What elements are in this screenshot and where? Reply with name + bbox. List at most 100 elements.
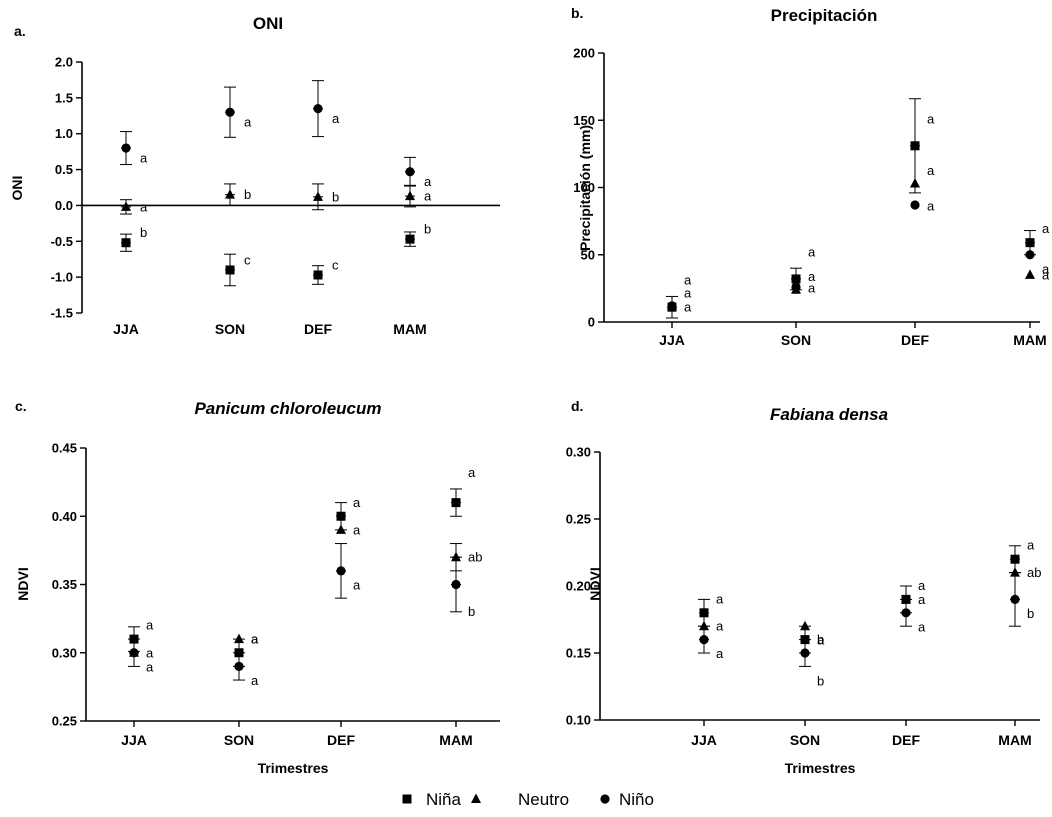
legend-marker-circle	[600, 794, 610, 804]
significance-label: ab	[1027, 565, 1041, 580]
x-tick-label: DEF	[304, 321, 332, 337]
chart-panel-2: b. Precipitación Precipitación (mm) 200 150 1…	[571, 5, 1050, 348]
point-circle	[451, 579, 461, 590]
x-tick-label: MAM	[439, 732, 472, 748]
legend-marker-triangle	[471, 793, 481, 803]
y-tick-label: 1.0	[55, 126, 73, 141]
point-square	[699, 608, 709, 618]
point-triangle	[405, 190, 415, 201]
point-circle	[800, 648, 810, 658]
point-triangle	[234, 633, 244, 644]
significance-label: a	[353, 522, 361, 537]
x-tick-label: JJA	[121, 732, 147, 748]
point-triangle	[1010, 567, 1020, 577]
point-square	[336, 511, 346, 521]
significance-label: a	[468, 465, 476, 480]
x-tick-label: SON	[790, 732, 820, 748]
point-circle	[129, 648, 139, 658]
panel-letter: a.	[14, 23, 26, 39]
chart-title: ONI	[253, 14, 283, 33]
significance-label: a	[1027, 538, 1035, 553]
y-tick-label: 50	[581, 247, 595, 262]
point-square	[451, 498, 461, 508]
significance-label: a	[808, 281, 816, 296]
significance-label: b	[244, 187, 251, 202]
significance-label: a	[927, 111, 935, 126]
significance-label: a	[684, 299, 692, 314]
significance-label: a	[251, 632, 259, 647]
y-axis-title: ONI	[9, 176, 25, 201]
legend-marker-square	[402, 794, 412, 804]
significance-label: a	[918, 592, 926, 607]
significance-label: a	[817, 633, 825, 648]
x-tick-label: SON	[224, 732, 254, 748]
point-circle	[910, 200, 920, 210]
point-square	[791, 274, 801, 284]
significance-label: a	[353, 577, 361, 592]
significance-label: ab	[468, 550, 482, 565]
significance-label: b	[140, 225, 147, 240]
point-triangle	[313, 191, 323, 201]
point-circle	[667, 301, 677, 311]
y-tick-label: 150	[573, 113, 595, 128]
point-triangle	[225, 189, 235, 199]
point-circle	[234, 661, 244, 672]
x-tick-label: MAM	[998, 732, 1031, 748]
y-axis-title: NDVI	[15, 567, 31, 600]
point-square	[1010, 554, 1020, 564]
point-circle	[405, 167, 415, 177]
significance-label: a	[1042, 221, 1050, 236]
panel-letter: c.	[15, 398, 27, 414]
y-tick-label: 100	[573, 180, 595, 195]
point-circle	[121, 143, 131, 153]
point-circle	[1010, 594, 1020, 605]
y-tick-label: -0.5	[51, 234, 73, 249]
point-square	[121, 238, 131, 248]
point-triangle	[910, 177, 920, 188]
y-tick-label: 1.5	[55, 90, 73, 105]
y-tick-label: 200	[573, 46, 595, 61]
significance-label: a	[332, 111, 340, 126]
point-square	[225, 265, 235, 275]
y-tick-label: 0.20	[566, 579, 591, 594]
significance-label: a	[146, 618, 154, 633]
y-tick-label: 0.0	[55, 198, 73, 213]
point-circle	[1025, 250, 1035, 260]
x-tick-label: SON	[215, 321, 245, 337]
x-tick-label: DEF	[892, 732, 920, 748]
point-square	[1025, 238, 1035, 248]
significance-label: a	[1042, 261, 1050, 276]
y-tick-label: -1.5	[51, 306, 73, 321]
y-tick-label: 0.25	[52, 714, 77, 729]
x-tick-label: SON	[781, 332, 811, 348]
x-axis-title: Trimestres	[785, 760, 856, 776]
panel-letter: d.	[571, 398, 583, 414]
significance-label: b	[817, 632, 824, 647]
point-circle	[699, 635, 709, 645]
significance-label: a	[146, 659, 154, 674]
significance-label: b	[424, 222, 431, 237]
y-tick-label: -1.0	[51, 270, 73, 285]
significance-label: b	[468, 604, 475, 619]
point-triangle	[121, 201, 131, 211]
x-tick-label: DEF	[327, 732, 355, 748]
chart-title: Panicum chloroleucum	[194, 399, 381, 418]
point-circle	[336, 566, 346, 576]
y-tick-label: 2.0	[55, 55, 73, 70]
point-triangle	[901, 593, 911, 604]
x-tick-label: DEF	[901, 332, 929, 348]
y-tick-label: 0.25	[566, 512, 591, 527]
y-axis-title: NDVI	[587, 567, 603, 600]
significance-label: c	[244, 252, 251, 267]
point-triangle	[800, 620, 810, 631]
point-square	[405, 234, 415, 244]
x-axis-title: Trimestres	[258, 760, 329, 776]
x-tick-label: MAM	[393, 321, 426, 337]
significance-label: a	[244, 115, 252, 130]
point-square	[910, 141, 920, 151]
point-circle	[901, 608, 911, 618]
point-circle	[313, 104, 323, 114]
x-tick-label: JJA	[113, 321, 139, 337]
